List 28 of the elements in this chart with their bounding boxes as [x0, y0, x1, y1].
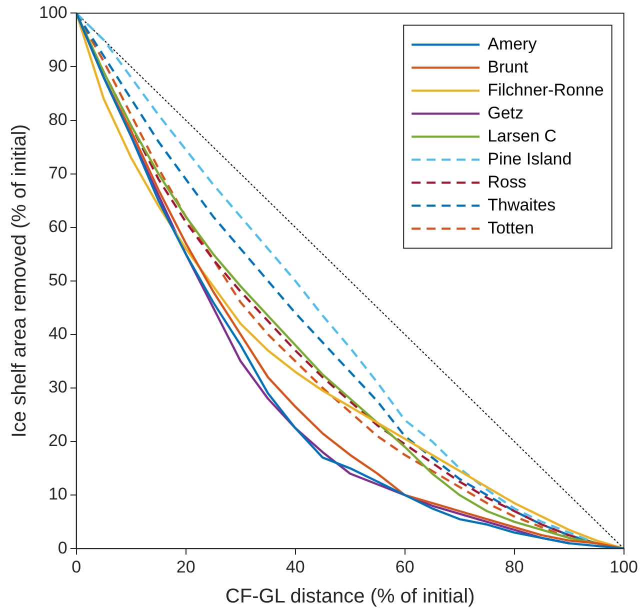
y-tick-label: 80	[48, 110, 68, 129]
y-tick-label: 10	[48, 484, 68, 504]
y-tick-label: 70	[48, 164, 68, 183]
legend-label: Getz	[488, 103, 524, 122]
y-tick-label: 20	[48, 431, 68, 450]
legend-label: Brunt	[488, 57, 529, 76]
y-tick-label: 60	[48, 217, 68, 236]
y-tick-label: 40	[48, 324, 68, 344]
x-tick-label: 60	[395, 557, 414, 576]
legend-label: Thwaites	[488, 195, 556, 214]
y-tick-label: 90	[48, 56, 68, 76]
x-tick-label: 100	[610, 557, 638, 576]
legend-label: Ross	[488, 172, 526, 192]
legend-label: Pine Island	[488, 149, 572, 168]
legend-label: Filchner-Ronne	[488, 80, 604, 100]
y-tick-label: 100	[38, 2, 68, 22]
x-tick-label: 20	[176, 557, 196, 576]
y-tick-label: 0	[58, 538, 68, 558]
legend-label: Larsen C	[488, 126, 557, 146]
legend-label: Amery	[488, 34, 538, 54]
x-axis-title: CF-GL distance (% of initial)	[225, 586, 475, 608]
legend-label: Totten	[488, 218, 534, 238]
y-tick-label: 50	[48, 270, 68, 290]
y-axis-title: Ice shelf area removed (% of initial)	[8, 124, 31, 438]
y-tick-label: 30	[48, 378, 68, 397]
x-tick-label: 0	[72, 557, 82, 576]
x-tick-label: 80	[504, 557, 524, 576]
x-tick-label: 40	[286, 557, 305, 576]
